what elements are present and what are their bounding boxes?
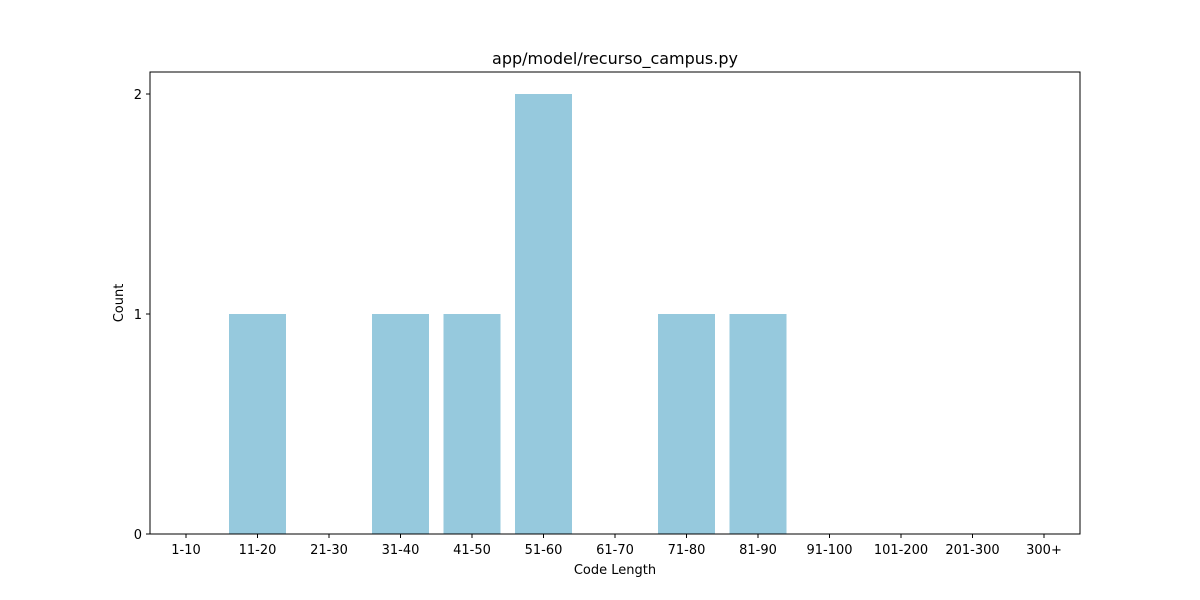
bar-31-40 xyxy=(372,314,429,534)
x-tick-label: 41-50 xyxy=(453,543,491,558)
bar-51-60 xyxy=(515,94,572,534)
x-tick-label: 91-100 xyxy=(806,543,852,558)
x-tick-label: 61-70 xyxy=(596,543,634,558)
x-tick-label: 21-30 xyxy=(310,543,348,558)
x-tick-label: 51-60 xyxy=(525,543,563,558)
bar-41-50 xyxy=(443,314,501,534)
x-tick-label: 101-200 xyxy=(874,543,928,558)
y-tick-label: 2 xyxy=(134,88,142,103)
bar-81-90 xyxy=(729,314,787,534)
plot-frame xyxy=(149,71,1081,535)
x-tick-label: 11-20 xyxy=(239,543,277,558)
bar-71-80 xyxy=(658,314,715,534)
bar-11-20 xyxy=(229,314,286,534)
x-axis: 1-10 11-20 21-30 31-40 41-50 51-60 61-70 71-80 8… xyxy=(171,534,1062,558)
x-tick-label: 201-300 xyxy=(945,543,999,558)
x-tick-label: 1-10 xyxy=(171,543,201,558)
y-tick-label: 0 xyxy=(134,528,142,543)
y-axis: 0 1 2 xyxy=(134,88,150,543)
y-axis-label: Count xyxy=(112,284,127,323)
x-tick-label: 81-90 xyxy=(739,543,777,558)
x-axis-label: Code Length xyxy=(574,563,656,578)
y-tick-label: 1 xyxy=(134,308,142,323)
x-tick-label: 71-80 xyxy=(668,543,706,558)
x-tick-label: 31-40 xyxy=(382,543,420,558)
chart-title: app/model/recurso_campus.py xyxy=(492,49,738,69)
x-tick-label: 300+ xyxy=(1026,543,1062,558)
bars-layer xyxy=(229,94,787,534)
